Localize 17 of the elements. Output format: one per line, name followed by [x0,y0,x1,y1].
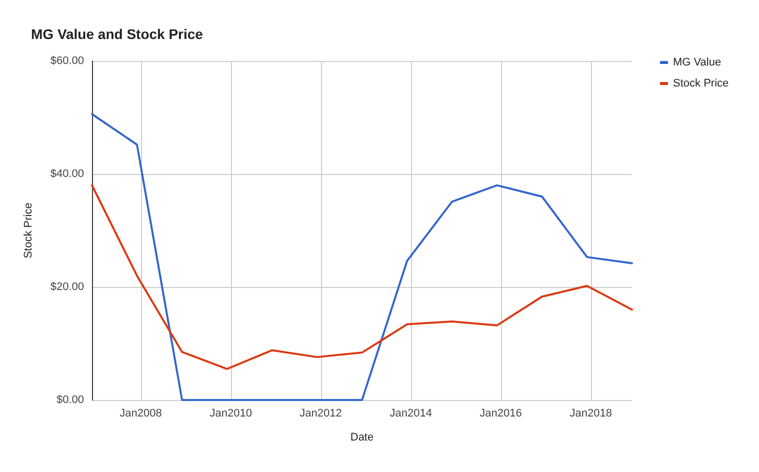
y-axis-title: Stock Price [22,202,34,258]
x-tick-label: Jan2012 [300,408,342,420]
line-series [91,184,633,370]
line-series [91,113,633,401]
x-tick-label: Jan2008 [120,408,162,420]
chart-title: MG Value and Stock Price [31,26,204,42]
x-tick-label: Jan2016 [480,408,522,420]
y-tick-label: $60.00 [50,55,84,67]
x-axis-title: Date [350,432,374,444]
x-tick-label: Jan2018 [570,408,612,420]
y-tick-label: $40.00 [50,168,84,180]
legend-label: Stock Price [673,78,729,90]
legend-label: MG Value [673,56,722,68]
x-tick-label: Jan2010 [210,408,252,420]
x-tick-label: Jan2014 [390,408,432,420]
y-tick-label: $0.00 [56,394,84,406]
y-tick-label: $20.00 [50,281,84,293]
